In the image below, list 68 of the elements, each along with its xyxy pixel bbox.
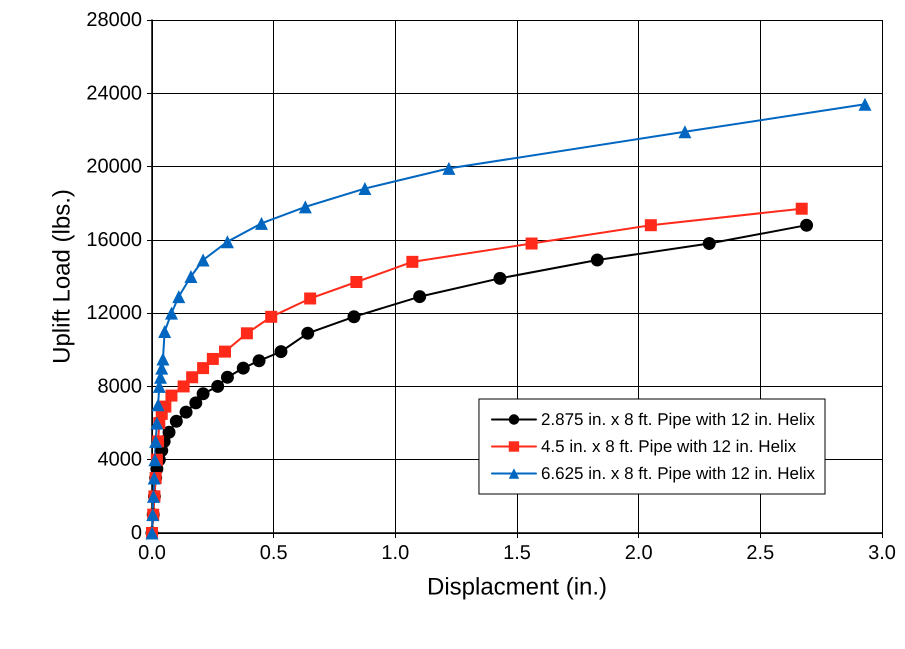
point: [796, 202, 808, 215]
point: [236, 362, 250, 375]
point: [196, 254, 210, 267]
point: [164, 306, 178, 320]
y-tick-label: 28000: [86, 9, 142, 31]
point: [350, 276, 362, 288]
point: [358, 182, 372, 196]
point: [274, 345, 288, 358]
point: [158, 324, 172, 338]
point: [206, 352, 219, 365]
y-tick-label: 8000: [98, 375, 142, 398]
point: [165, 390, 178, 402]
y-tick-label: 16000: [86, 228, 142, 251]
y-axis-title: Uplift Load (lbs.): [48, 189, 76, 364]
y-tick-label: 20000: [86, 156, 142, 178]
legend-label: 4.5 in. x 8 ft. Pipe with 12 in. Helix: [540, 437, 797, 456]
point: [304, 292, 316, 304]
point: [197, 362, 210, 374]
point: [162, 426, 176, 439]
y-tick-label: 0: [130, 522, 142, 544]
y-tick-label: 24000: [86, 82, 142, 104]
x-tick-label: 1.5: [503, 542, 531, 564]
x-tick-label: 2.0: [624, 542, 653, 564]
point: [184, 270, 198, 283]
point: [413, 290, 426, 304]
point: [252, 354, 266, 368]
point: [211, 380, 224, 393]
point: [220, 370, 234, 384]
point: [150, 416, 164, 430]
point: [220, 235, 234, 248]
point: [152, 398, 165, 412]
point: [406, 256, 418, 268]
point: [265, 310, 278, 323]
point: [156, 352, 170, 366]
y-tick-label: 4000: [98, 448, 142, 471]
x-tick-label: 0.5: [260, 542, 288, 564]
legend-label: 6.625 in. x 8 ft. Pipe with 12 in. Helix: [540, 464, 816, 483]
legend-label: 2.875 in. x 8 ft. Pipe with 12 in. Helix: [540, 410, 816, 429]
point: [255, 216, 268, 230]
point: [526, 238, 538, 250]
point: [442, 162, 456, 175]
y-tick-label: 12000: [86, 302, 142, 324]
x-tick-label: 3.0: [868, 542, 896, 564]
point: [800, 218, 814, 232]
x-axis-title: Displacment (in.): [426, 574, 608, 600]
point: [590, 254, 604, 267]
point: [301, 326, 314, 340]
point: [347, 310, 360, 324]
point: [189, 396, 202, 410]
point: [180, 406, 193, 419]
point: [172, 290, 186, 304]
point: [149, 434, 162, 448]
point: [178, 380, 190, 392]
point: [702, 237, 716, 250]
point: [493, 272, 506, 285]
point: [219, 346, 231, 358]
point: [148, 453, 162, 466]
x-tick-label: 0.0: [138, 542, 166, 564]
point: [240, 327, 253, 340]
x-tick-label: 1.0: [381, 542, 410, 564]
point: [644, 219, 657, 232]
point: [678, 125, 692, 138]
x-tick-label: 2.5: [746, 542, 774, 564]
point: [858, 98, 872, 111]
point: [298, 200, 312, 214]
point: [170, 414, 183, 428]
point: [196, 387, 210, 400]
point: [186, 371, 198, 384]
